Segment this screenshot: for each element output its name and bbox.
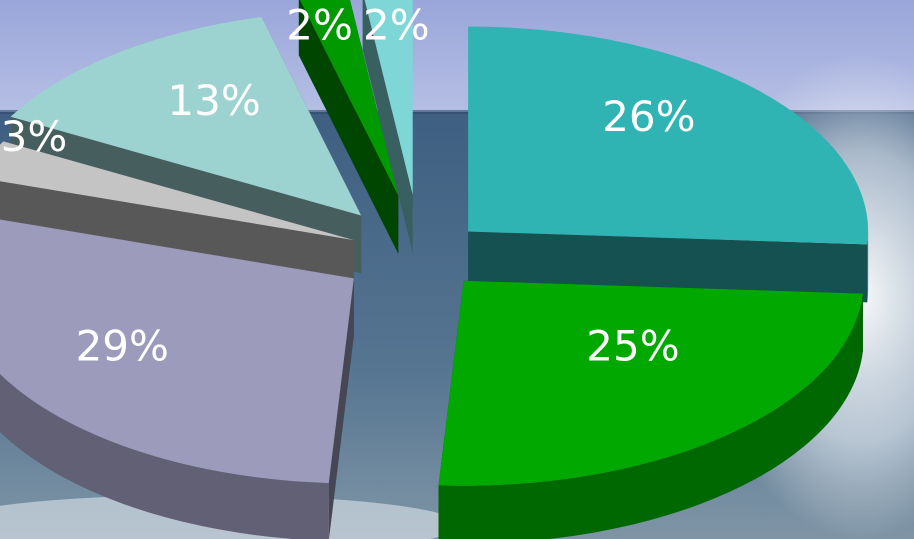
- pie-slice-7: [362, 0, 413, 253]
- pie-slice-6: [298, 0, 399, 254]
- pie-slice-top: [0, 219, 354, 483]
- pie-slice-2: [438, 280, 863, 539]
- slice-label-6: 2%: [286, 1, 353, 50]
- slice-label-1: 26%: [602, 92, 695, 141]
- pie-slice-top: [364, 0, 413, 195]
- pie-slice-top: [10, 16, 362, 216]
- pie-slice-top: [468, 26, 869, 245]
- pie-slice-top: [300, 0, 399, 196]
- slice-label-3: 29%: [76, 322, 169, 371]
- pie-slice-3: [0, 219, 354, 539]
- horizon-line: [0, 110, 914, 114]
- slice-label-5: 13%: [167, 76, 260, 125]
- pie-slice-rim: [867, 231, 869, 303]
- slice-label-7: 2%: [363, 1, 430, 50]
- pie-slice-top: [438, 280, 863, 486]
- pie-slice-rim: [0, 373, 329, 539]
- pie-slice-rim: [438, 293, 863, 539]
- pie-slice-side-wall: [362, 0, 413, 253]
- pie-slice-top: [0, 141, 354, 241]
- slice-label-2: 25%: [586, 322, 679, 371]
- slice-label-4: 3%: [1, 112, 68, 161]
- pie-slice-side-wall: [298, 0, 399, 254]
- pie-chart: 26% 25% 29% 3% 13% 2% 2%: [0, 0, 869, 539]
- pie-slice-side-wall: [328, 278, 354, 539]
